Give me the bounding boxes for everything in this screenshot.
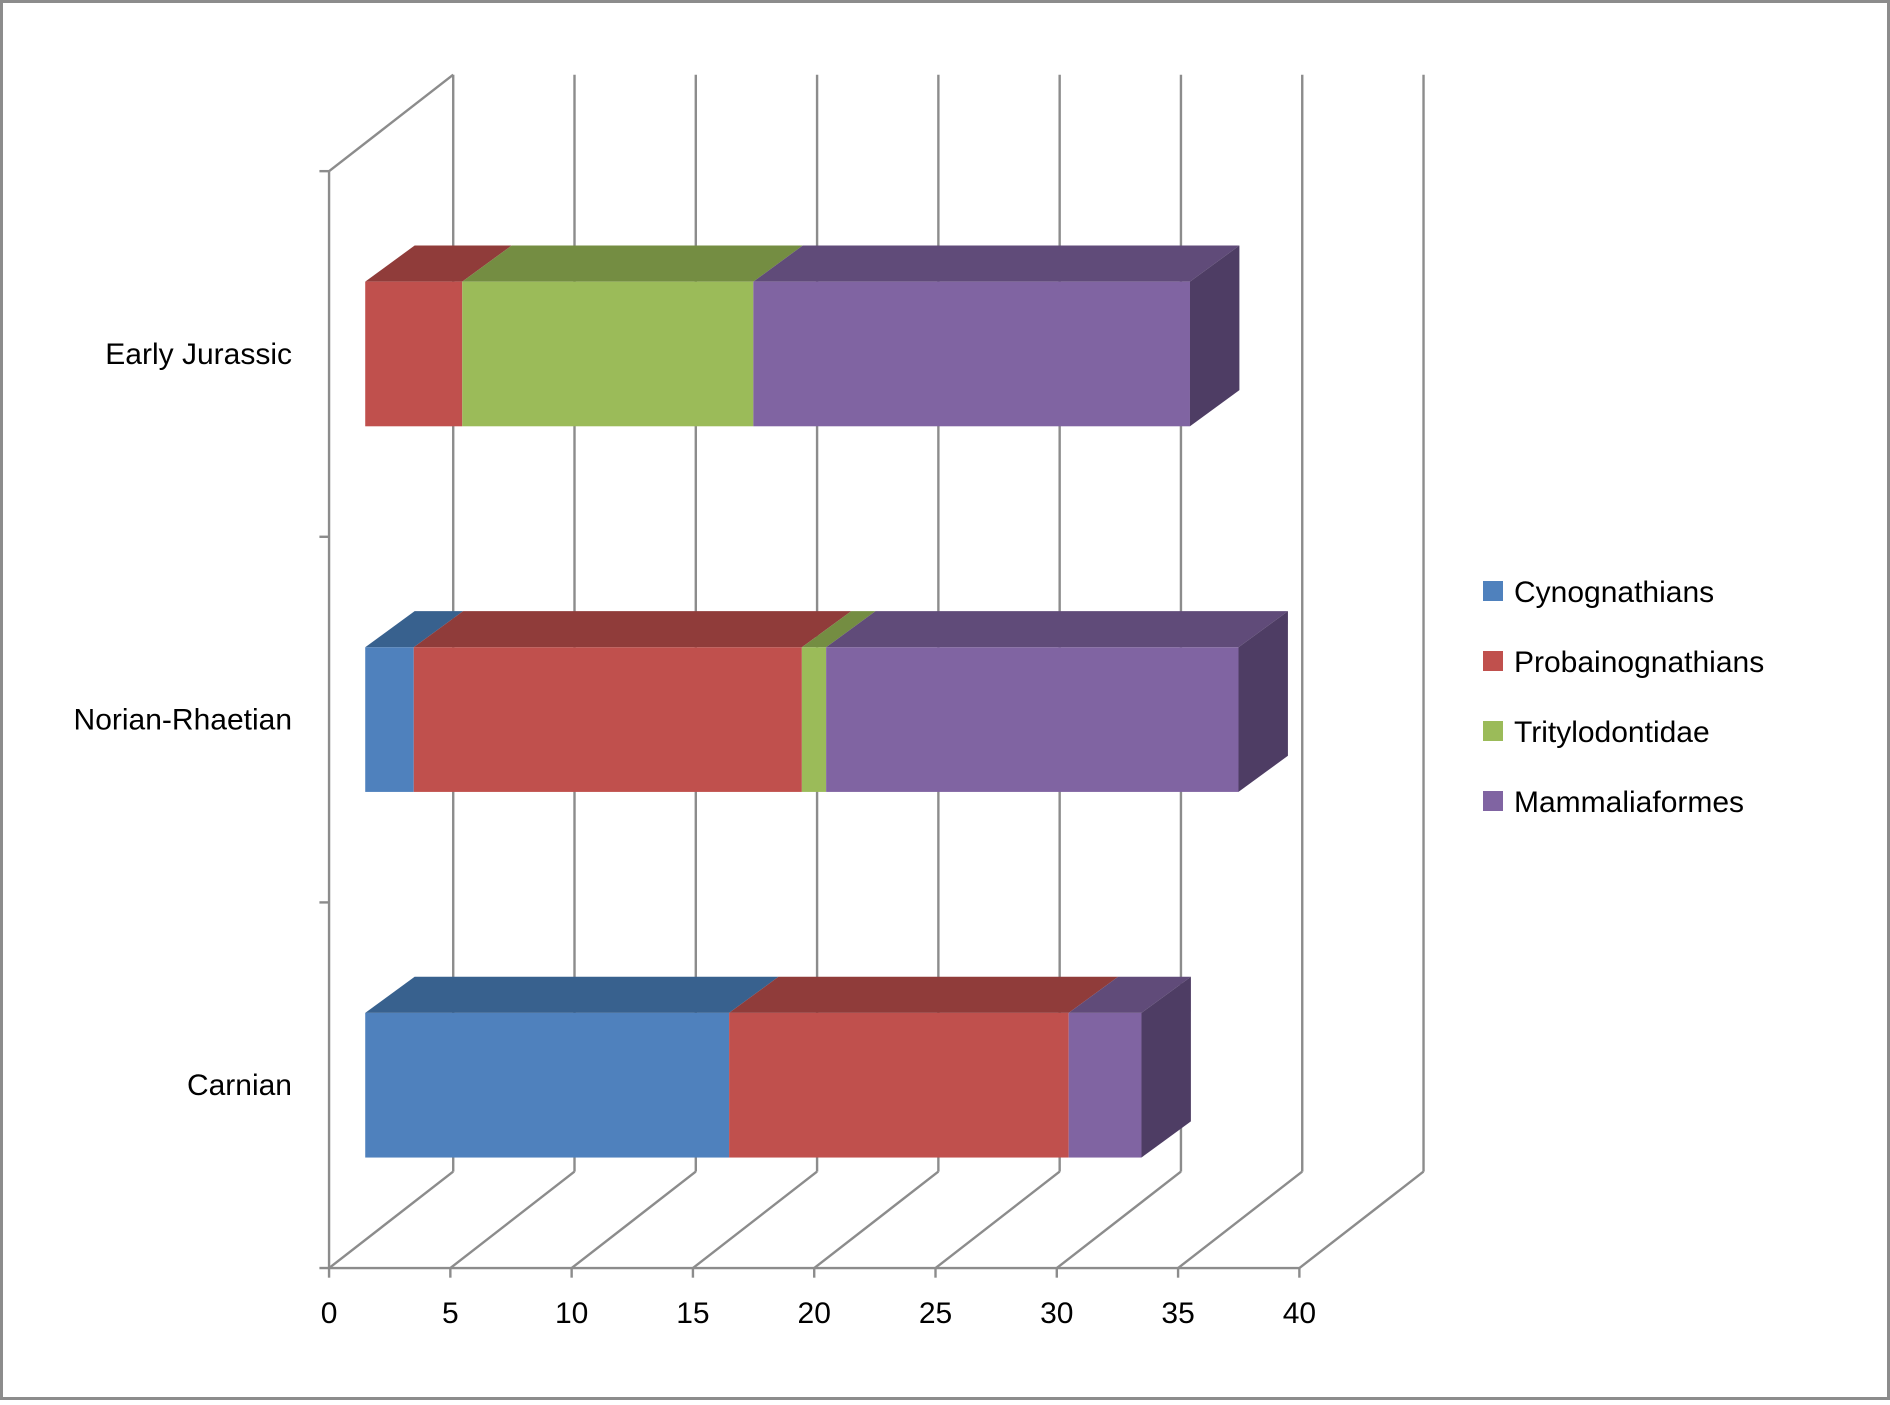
bar-cynognathians-norian-rhaetian <box>365 647 414 792</box>
tick-label: 15 <box>676 1297 709 1330</box>
legend-label: Cynognathians <box>1514 576 1714 609</box>
legend: Cynognathians Probainognathians Tritylodon… <box>1483 576 1764 819</box>
tick-label: 10 <box>555 1297 588 1330</box>
bar-group-norian-rhaetian <box>365 611 1288 792</box>
floor-gridline <box>570 1170 697 1269</box>
floor-gridline <box>1298 1170 1425 1269</box>
data-bars <box>365 245 1288 1158</box>
legend-swatch <box>1483 651 1503 671</box>
bar-top-tritylodontidae <box>801 611 876 648</box>
bar-top-probainognathians <box>413 611 852 648</box>
category-label: Carnian <box>187 1069 292 1102</box>
legend-swatch <box>1483 721 1503 741</box>
bar-mammaliaformes-norian-rhaetian <box>826 647 1239 792</box>
legend-swatch <box>1483 581 1503 601</box>
bar-cynognathians-carnian <box>365 1012 730 1158</box>
bar-top-cynognathians <box>365 976 779 1013</box>
floor-gridline <box>1056 1170 1182 1269</box>
bar-side-mammaliaformes <box>1189 245 1240 427</box>
bar-top-mammaliaformes <box>753 245 1240 282</box>
tick-label: 0 <box>321 1297 338 1330</box>
category-label: Norian-Rhaetian <box>74 704 292 737</box>
legend-label: Mammaliaformes <box>1514 786 1744 819</box>
floor-gridline <box>449 1170 576 1269</box>
legend-label: Probainognathians <box>1514 646 1764 679</box>
bar-top-cynognathians <box>365 611 464 648</box>
tick-label: 20 <box>798 1297 831 1330</box>
tick-label: 25 <box>919 1297 952 1330</box>
floor-gridline <box>328 1170 454 1269</box>
floor-gridline <box>1177 1170 1303 1269</box>
bar-side-mammaliaformes <box>1141 976 1191 1158</box>
floor-gridline <box>813 1170 940 1269</box>
bar-probainognathians-early-jurassic <box>365 281 463 427</box>
bar-side-mammaliaformes <box>1238 611 1288 792</box>
tick-label: 5 <box>442 1297 459 1330</box>
floor-gridline <box>934 1170 1061 1269</box>
category-label: Early Jurassic <box>105 338 292 371</box>
bar-top-mammaliaformes <box>1068 976 1191 1013</box>
bar-group-carnian <box>365 976 1191 1158</box>
bar-top-tritylodontidae <box>462 245 803 282</box>
bar-probainognathians-norian-rhaetian <box>413 647 802 792</box>
bar-top-probainognathians <box>729 976 1119 1013</box>
bar-probainognathians-carnian <box>729 1012 1069 1158</box>
bar-tritylodontidae-norian-rhaetian <box>801 647 827 792</box>
floor-gridline <box>692 1170 818 1269</box>
side-wall-top-edge <box>328 73 454 173</box>
bar-mammaliaformes-early-jurassic <box>753 281 1190 427</box>
legend-label: Tritylodontidae <box>1514 716 1710 749</box>
bar-group-early-jurassic <box>365 245 1240 427</box>
tick-label: 35 <box>1161 1297 1194 1330</box>
tick-label: 30 <box>1040 1297 1073 1330</box>
category-axis-labels: Carnian Norian-Rhaetian Early Jurassic <box>74 338 292 1102</box>
tick-label: 40 <box>1283 1297 1316 1330</box>
bar-tritylodontidae-early-jurassic <box>462 281 754 427</box>
value-axis-labels: 0 5 10 15 20 25 30 35 40 <box>321 1297 1316 1330</box>
bar-top-mammaliaformes <box>826 611 1288 648</box>
bar-mammaliaformes-carnian <box>1068 1012 1142 1158</box>
bar-top-probainognathians <box>365 245 512 282</box>
legend-swatch <box>1483 791 1503 811</box>
